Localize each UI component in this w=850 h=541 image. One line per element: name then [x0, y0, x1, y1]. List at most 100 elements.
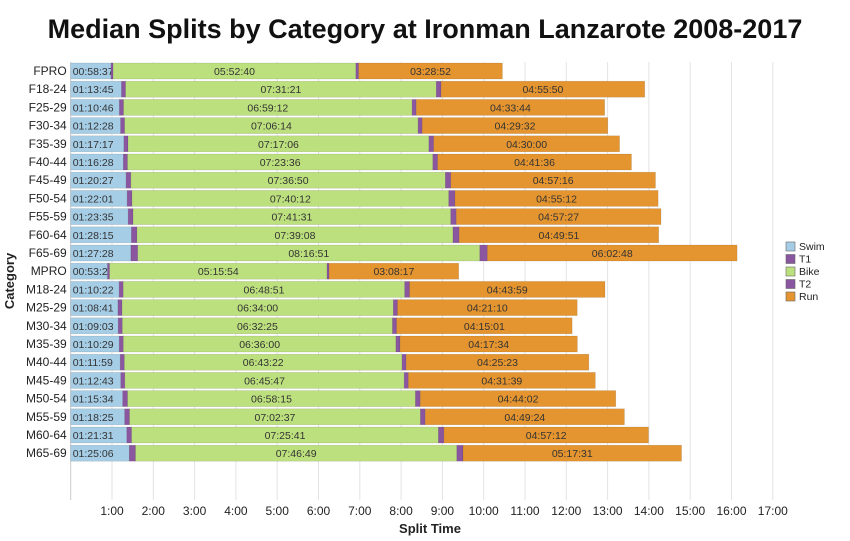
bar-run [397, 299, 578, 316]
data-label-bike: 06:36:00 [239, 339, 280, 351]
x-tick-label: 9:00 [431, 504, 455, 518]
bar-t1 [118, 335, 124, 353]
legend-label-swim: Swim [799, 241, 825, 253]
bar-t1 [120, 117, 126, 134]
data-label-swim: 01:09:03 [73, 321, 114, 333]
data-label-run: 04:49:51 [539, 230, 580, 242]
category-label: M55-59 [26, 410, 67, 424]
bar-t2 [415, 390, 421, 407]
data-label-bike: 06:59:12 [247, 102, 288, 114]
bar-t1 [128, 444, 136, 462]
category-label: M40-44 [26, 355, 67, 369]
x-tick-label: 11:00 [510, 504, 539, 518]
bar-t2 [448, 190, 456, 207]
data-label-swim: 01:10:22 [73, 284, 114, 296]
bar-run [328, 262, 459, 280]
data-label-bike: 07:46:49 [276, 448, 317, 460]
bar-bike [122, 317, 393, 335]
bar-t2 [428, 135, 435, 153]
data-label-run: 04:30:00 [506, 139, 547, 151]
category-label: F45-49 [29, 173, 67, 187]
data-label-swim: 01:27:28 [73, 248, 114, 260]
x-tick-label: 10:00 [469, 504, 499, 518]
x-tick-label: 14:00 [634, 504, 664, 518]
data-label-swim: 01:20:27 [73, 175, 114, 187]
bar-t1 [122, 390, 128, 407]
data-label-swim: 01:12:28 [73, 121, 114, 133]
legend-swatch-swim [785, 241, 796, 252]
data-label-run: 05:17:31 [552, 448, 593, 460]
bar-t1 [117, 317, 123, 335]
data-label-bike: 07:36:50 [268, 175, 309, 187]
bar-run [437, 153, 632, 171]
bar-t2 [404, 281, 410, 298]
bar-t2 [438, 426, 445, 444]
data-label-swim: 01:10:46 [73, 102, 114, 114]
data-label-swim: 01:22:01 [73, 193, 114, 205]
data-label-swim: 00:58:37 [73, 66, 114, 78]
data-label-run: 04:57:27 [538, 212, 579, 224]
data-label-run: 04:49:24 [504, 412, 545, 424]
bar-run [455, 208, 662, 225]
data-label-run: 04:55:12 [536, 193, 577, 205]
bar-t2 [450, 208, 457, 225]
x-tick-label: 12:00 [551, 504, 581, 518]
bar-run [408, 372, 596, 389]
data-label-bike: 07:23:36 [260, 157, 301, 169]
bar-t1 [110, 62, 114, 80]
bar-run [440, 80, 646, 98]
data-label-run: 04:41:36 [514, 157, 555, 169]
bar-t2 [401, 353, 407, 371]
bar-t1 [124, 408, 130, 426]
data-label-run: 03:28:52 [410, 66, 451, 78]
bar-t1 [126, 426, 132, 444]
category-label: M65-69 [26, 446, 67, 460]
category-label: F25-29 [29, 100, 67, 114]
bar-swim [70, 299, 119, 316]
data-label-swim: 01:08:41 [73, 303, 114, 315]
data-label-bike: 08:16:51 [288, 248, 329, 260]
legend-swatch-run [785, 291, 796, 302]
bar-t1 [131, 226, 138, 244]
bar-t1 [107, 262, 110, 280]
bar-t1 [130, 244, 139, 262]
category-label: M30-34 [26, 319, 67, 333]
data-label-run: 04:43:59 [487, 284, 528, 296]
bar-run [462, 444, 682, 462]
legend-label-bike: Bike [799, 266, 820, 278]
bar-run [399, 335, 578, 353]
bar-t1 [119, 353, 125, 371]
category-label: M35-39 [26, 337, 67, 351]
bar-t1 [119, 99, 124, 116]
bar-run [421, 117, 609, 134]
x-tick-label: 2:00 [142, 504, 166, 518]
legend-swatch-t2 [785, 279, 796, 289]
bar-t1 [121, 80, 126, 98]
data-label-bike: 06:45:47 [244, 375, 285, 387]
data-label-bike: 06:32:25 [237, 321, 278, 333]
bar-run [487, 244, 738, 262]
bar-t1 [126, 190, 133, 207]
x-tick-label: 17:00 [758, 504, 788, 518]
bar-run [415, 99, 605, 116]
category-label: F40-44 [29, 155, 67, 169]
bar-t2 [355, 62, 359, 80]
data-label-bike: 05:52:40 [214, 66, 255, 78]
legend-swatch-t1 [785, 254, 796, 264]
data-label-run: 04:57:16 [533, 175, 574, 187]
data-label-run: 04:55:50 [522, 84, 563, 96]
data-label-bike: 06:58:15 [251, 394, 292, 406]
data-label-run: 04:25:23 [477, 357, 518, 369]
bar-t2 [420, 408, 426, 426]
data-label-run: 04:15:01 [464, 321, 505, 333]
category-label: F60-64 [29, 228, 67, 242]
bar-swim [70, 226, 132, 244]
data-label-run: 04:29:32 [495, 121, 536, 133]
bar-run [419, 390, 617, 407]
legend-label-run: Run [799, 291, 818, 303]
data-label-bike: 07:06:14 [251, 121, 292, 133]
bar-t1 [123, 153, 128, 171]
bar-t1 [123, 135, 129, 153]
category-label: MPRO [31, 264, 67, 278]
